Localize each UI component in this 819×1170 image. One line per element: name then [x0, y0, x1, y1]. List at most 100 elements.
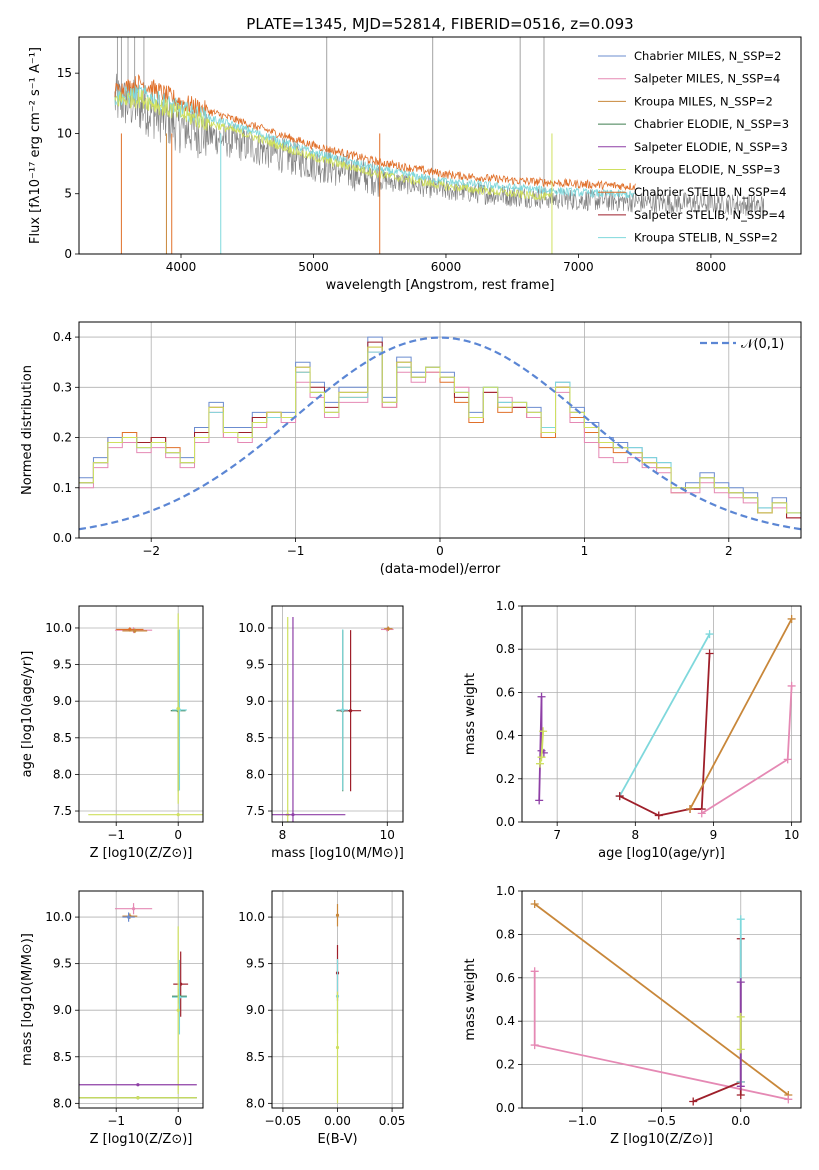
- model-curve: [114, 89, 553, 201]
- x-tick-label: −0.5: [647, 1114, 676, 1128]
- series-marker: [736, 1090, 745, 1099]
- y-tick-label: 9.5: [246, 658, 265, 672]
- y-tick-label: 9.0: [53, 694, 72, 708]
- y-tick-label: 0.1: [53, 481, 72, 495]
- x-tick-label: 7: [553, 828, 561, 842]
- axes-frame: [78, 321, 802, 539]
- legend-entry: Chabrier STELIB, N_SSP=4: [634, 185, 786, 199]
- y-tick-label: 0.2: [53, 431, 72, 445]
- data-point: [335, 1045, 340, 1050]
- axes-frame: [521, 890, 802, 1109]
- series-marker: [686, 805, 695, 814]
- series-marker: [530, 967, 539, 976]
- y-tick-label: 10.0: [238, 621, 265, 635]
- y-tick-label: 0.2: [496, 772, 515, 786]
- y-tick-label: 0.2: [496, 1058, 515, 1072]
- series-line: [701, 685, 793, 815]
- x-tick-label: 8: [631, 828, 639, 842]
- y-tick-label: 10: [57, 126, 72, 140]
- legend-entry: Kroupa ELODIE, N_SSP=3: [634, 163, 780, 177]
- series-marker: [537, 692, 546, 701]
- y-tick-label: 0.0: [496, 815, 515, 829]
- data-point: [176, 813, 180, 817]
- series-marker: [535, 796, 544, 805]
- y-tick-label: 8.0: [53, 1096, 72, 1110]
- histogram-step: [79, 336, 801, 514]
- x-tick-label: 2: [725, 544, 733, 558]
- y-tick-label: 0.4: [53, 330, 72, 344]
- legend-entry: Salpeter ELODIE, N_SSP=3: [634, 140, 788, 154]
- y-tick-label: 0.4: [496, 729, 515, 743]
- series-line: [618, 633, 711, 797]
- y-axis-label: Normed distribution: [20, 365, 35, 495]
- y-axis-label: age [log10(age/yr)]: [20, 651, 35, 778]
- y-tick-label: 0.8: [496, 927, 515, 941]
- histogram-step: [79, 341, 801, 519]
- y-tick-label: 9.5: [53, 658, 72, 672]
- legend-entry: 𝒩(0,1): [741, 337, 784, 352]
- series-marker: [783, 755, 792, 764]
- y-tick-label: 10.0: [45, 910, 72, 924]
- legend-entry: Kroupa MILES, N_SSP=2: [634, 94, 773, 108]
- x-tick-label: 4000: [166, 260, 197, 274]
- series-marker: [654, 811, 663, 820]
- series-marker: [784, 1095, 793, 1104]
- x-tick-label: 6000: [431, 260, 462, 274]
- series-marker: [787, 614, 796, 623]
- x-tick-label: 1: [581, 544, 589, 558]
- histogram-step: [79, 346, 801, 514]
- x-axis-label: Z [log10(Z/Z⊙)]: [90, 1132, 193, 1147]
- plot-area-weight-vs-age: [535, 614, 796, 820]
- y-tick-label: 0: [64, 247, 72, 261]
- series-marker: [705, 649, 714, 658]
- y-tick-label: 9.5: [53, 957, 72, 971]
- legend-entry: Chabrier ELODIE, N_SSP=3: [634, 117, 789, 131]
- histogram-step: [79, 351, 801, 514]
- legend-entry: Salpeter MILES, N_SSP=4: [634, 72, 780, 86]
- panel-weight-vs-Z: −1.0 −0.5 0.0 0.0 0.2 0.4 0.6 0.8 1.0 Z [log10(Z/…: [463, 884, 802, 1147]
- y-tick-label: 8.0: [53, 767, 72, 781]
- panel-mass-vs-Z: −1 0 8.0 8.5 9.0 9.5 10.0 Z [log10(Z/Z⊙)] mass […: [20, 890, 204, 1147]
- plot-area-mass-vs-Z: [79, 903, 197, 1100]
- x-tick-label: 0: [174, 828, 182, 842]
- x-tick-label: 7000: [563, 260, 594, 274]
- y-axis-label: mass weight: [463, 673, 478, 755]
- series-marker: [697, 809, 706, 818]
- data-point: [176, 1008, 180, 1012]
- y-axis-label: Flux [fλ10⁻¹⁷ erg cm⁻² s⁻¹ A⁻¹]: [28, 47, 43, 244]
- data-point: [341, 708, 345, 712]
- y-tick-label: 9.0: [246, 694, 265, 708]
- x-tick-label: 10: [380, 828, 395, 842]
- y-tick-label: 0.8: [496, 642, 515, 656]
- x-tick-label: −1.0: [568, 1114, 597, 1128]
- plot-area-residuals: [79, 336, 801, 531]
- series-marker: [539, 727, 548, 736]
- x-tick-label: 0.0: [731, 1114, 750, 1128]
- y-tick-label: 5: [64, 187, 72, 201]
- x-tick-label: 0.05: [379, 1114, 406, 1128]
- data-point: [128, 627, 132, 632]
- x-tick-label: 0: [436, 544, 444, 558]
- panel-mass-vs-EBV: −0.05 0.00 0.05 8.0 8.5 9.0 9.5 10.0 E(B-V): [238, 890, 406, 1147]
- series-marker: [736, 1045, 745, 1054]
- histogram-step: [79, 351, 801, 519]
- series-marker: [705, 630, 714, 639]
- y-tick-label: 10.0: [45, 621, 72, 635]
- x-tick-label: −1: [107, 828, 125, 842]
- x-tick-label: 9: [710, 828, 718, 842]
- y-tick-label: 8.5: [53, 1050, 72, 1064]
- y-tick-label: 8.0: [246, 767, 265, 781]
- panel-age-vs-Z: −1 0 7.5 8.0 8.5 9.0 9.5 10.0 Z [log10(Z/Z⊙)] age…: [20, 605, 204, 861]
- series-marker: [689, 1097, 698, 1106]
- panel-age-vs-mass: 8 10 7.5 8.0 8.5 9.0 9.5 10.0 mass [log10(M/M⊙)]: [238, 605, 404, 861]
- y-tick-label: 8.5: [53, 731, 72, 745]
- y-tick-label: 9.5: [246, 957, 265, 971]
- x-axis-label: (data-model)/error: [380, 562, 501, 577]
- x-tick-label: −1: [107, 1114, 125, 1128]
- plot-area-age-vs-mass: [272, 616, 394, 822]
- y-tick-label: 0.6: [496, 685, 515, 699]
- series-line: [689, 618, 793, 810]
- x-tick-label: 5000: [298, 260, 329, 274]
- y-tick-label: 8.5: [246, 1050, 265, 1064]
- axes-frame: [271, 890, 404, 1109]
